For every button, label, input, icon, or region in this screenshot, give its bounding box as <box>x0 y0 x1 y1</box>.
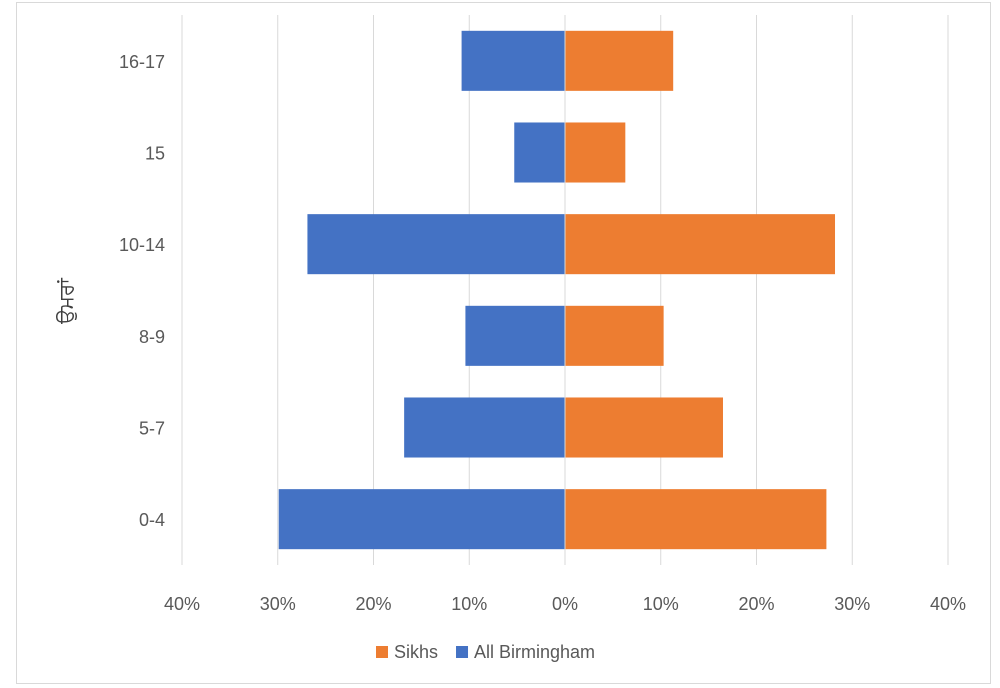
bars <box>278 30 836 550</box>
category-label: 16-17 <box>119 52 165 72</box>
bar-all-birmingham-15 <box>514 122 565 183</box>
bar-all-birmingham-16-17 <box>461 30 565 91</box>
bar-all-birmingham-8-9 <box>465 305 565 366</box>
bar-all-birmingham-5-7 <box>404 397 565 458</box>
bar-all-birmingham-10-14 <box>307 214 565 275</box>
value-tick-label: 30% <box>260 594 296 614</box>
legend-label: Sikhs <box>394 642 438 662</box>
legend: Sikhs All Birmingham <box>376 642 595 662</box>
bar-sikhs-8-9 <box>565 305 664 366</box>
value-tick-label: 40% <box>164 594 200 614</box>
gridlines <box>181 15 949 565</box>
value-axis-labels: 40% 30% 20% 10% 0% 10% 20% 30% 40% <box>164 594 966 614</box>
bar-sikhs-16-17 <box>565 30 674 91</box>
category-label: 10-14 <box>119 235 165 255</box>
bar-all-birmingham-0-4 <box>278 489 565 550</box>
value-tick-label: 20% <box>355 594 391 614</box>
bar-sikhs-5-7 <box>565 397 723 458</box>
legend-swatch <box>376 646 388 658</box>
legend-label: All Birmingham <box>474 642 595 662</box>
category-label: 0-4 <box>139 510 165 530</box>
category-label: 5-7 <box>139 419 165 439</box>
value-tick-label: 0% <box>552 594 578 614</box>
legend-swatch <box>456 646 469 658</box>
value-tick-label: 30% <box>834 594 870 614</box>
category-axis-labels: 0-4 5-7 8-9 10-14 15 16-17 <box>119 52 165 530</box>
category-label: 15 <box>145 144 165 164</box>
value-tick-label: 10% <box>643 594 679 614</box>
bar-sikhs-10-14 <box>565 214 836 275</box>
bar-sikhs-15 <box>565 122 626 183</box>
value-tick-label: 10% <box>451 594 487 614</box>
value-tick-label: 40% <box>930 594 966 614</box>
category-label: 8-9 <box>139 327 165 347</box>
value-tick-label: 20% <box>738 594 774 614</box>
y-axis-title: ਉਮਰਾਂ <box>55 277 78 325</box>
bar-sikhs-0-4 <box>565 489 827 550</box>
